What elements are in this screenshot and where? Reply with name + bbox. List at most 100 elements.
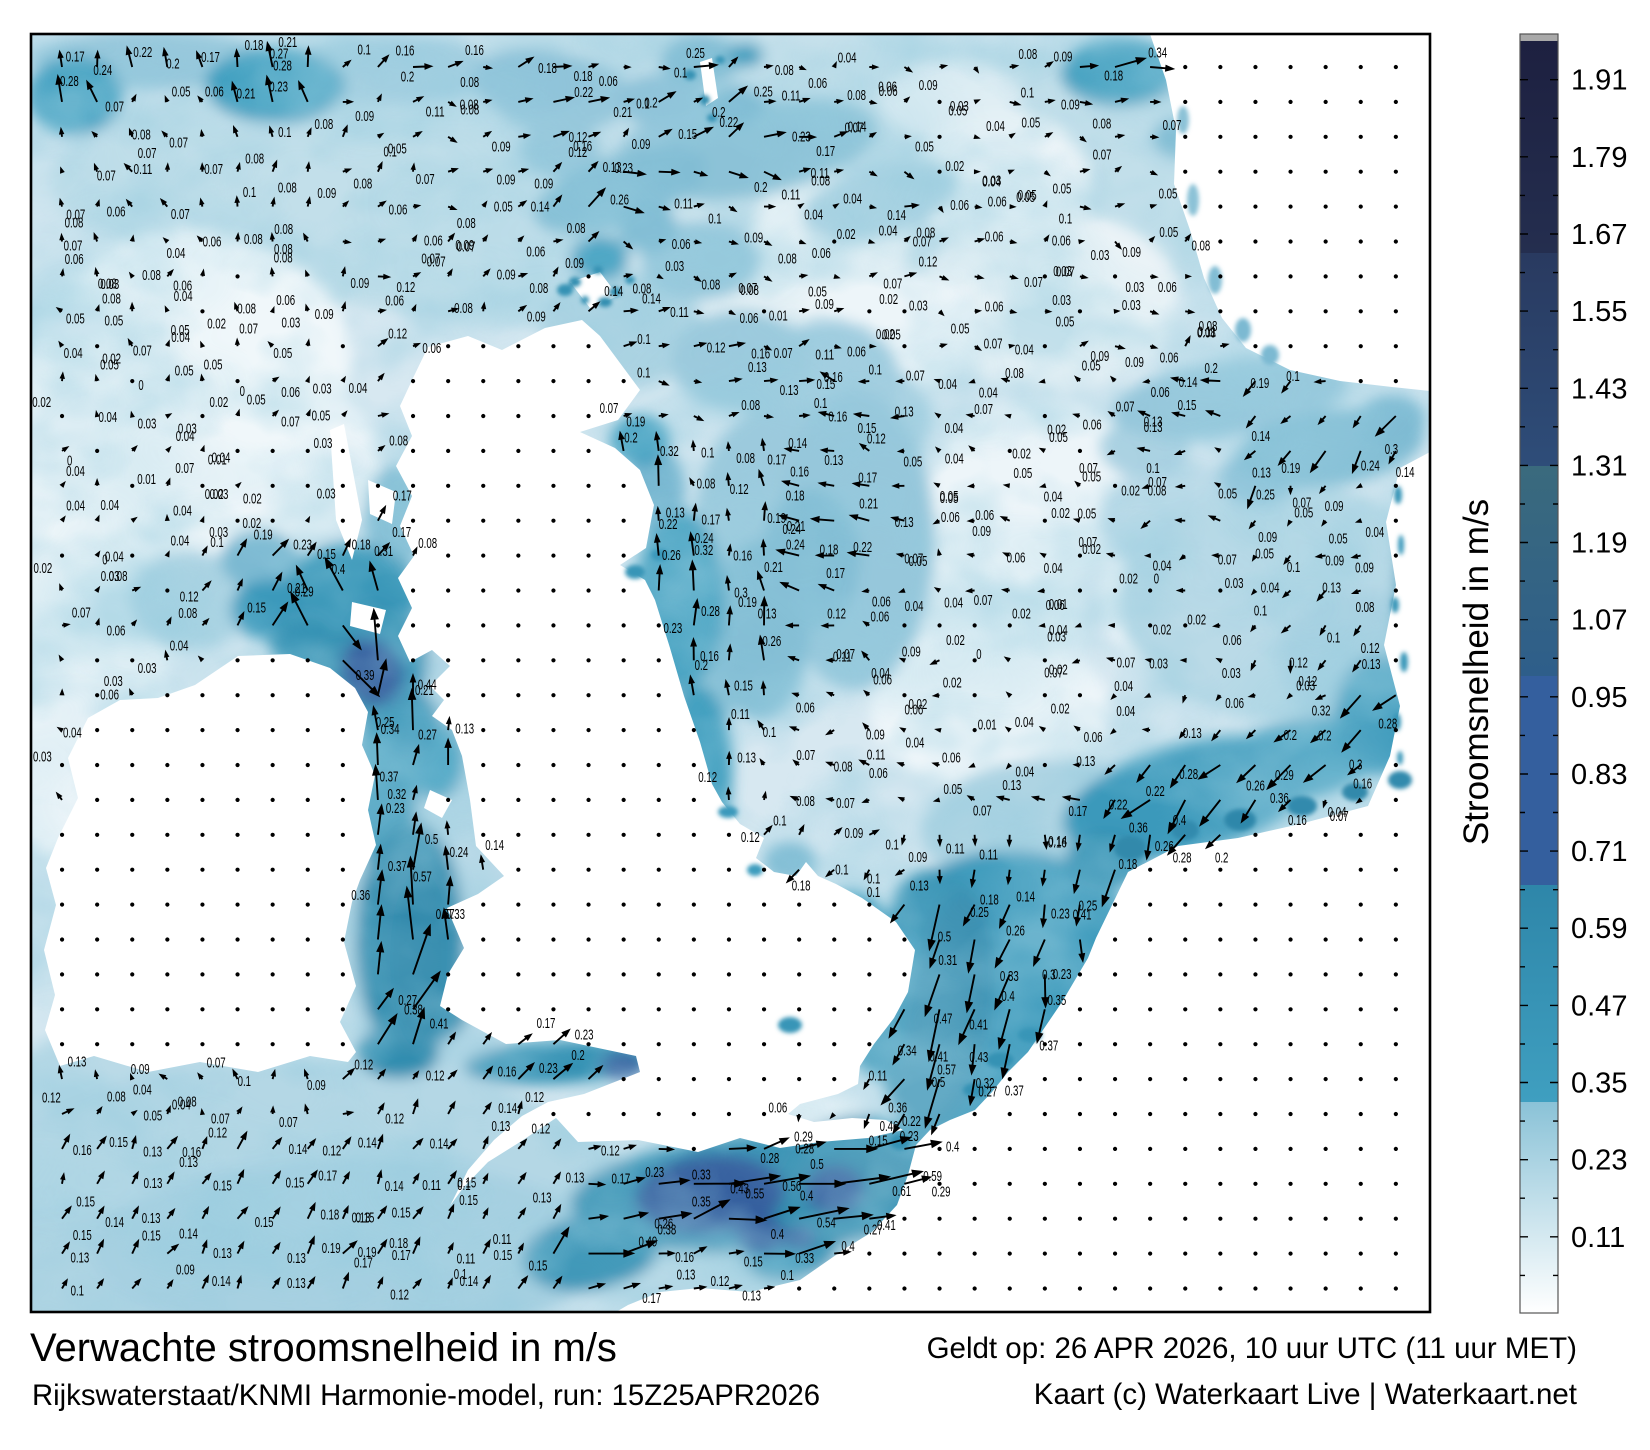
svg-text:0.09: 0.09: [315, 307, 334, 323]
svg-text:0.08: 0.08: [274, 222, 293, 238]
svg-text:0.02: 0.02: [102, 352, 121, 368]
svg-text:1.07: 1.07: [1571, 605, 1627, 637]
svg-text:0.06: 0.06: [871, 609, 890, 625]
svg-text:0.13: 0.13: [895, 405, 914, 421]
svg-text:0.17: 0.17: [392, 525, 411, 541]
svg-text:0.17: 0.17: [826, 566, 845, 582]
svg-text:0.22: 0.22: [1109, 798, 1128, 814]
svg-text:0.1: 0.1: [238, 1074, 251, 1090]
svg-text:0.13: 0.13: [1322, 581, 1341, 597]
svg-text:0.13: 0.13: [748, 360, 767, 376]
svg-text:0.06: 0.06: [281, 385, 300, 401]
svg-text:0.09: 0.09: [176, 1262, 195, 1278]
svg-text:0.3: 0.3: [1349, 758, 1362, 774]
svg-text:0.09: 0.09: [1054, 50, 1073, 66]
svg-text:0.04: 0.04: [871, 666, 890, 682]
svg-text:0.05: 0.05: [940, 489, 959, 505]
svg-text:0.13: 0.13: [758, 606, 777, 622]
svg-text:0.03: 0.03: [101, 569, 120, 585]
svg-text:0.09: 0.09: [534, 177, 553, 193]
svg-text:0.05: 0.05: [944, 782, 963, 798]
svg-text:0.05: 0.05: [904, 454, 923, 470]
svg-text:0.07: 0.07: [1293, 496, 1312, 512]
svg-text:0.08: 0.08: [530, 281, 549, 297]
svg-text:0.08: 0.08: [1192, 239, 1211, 255]
svg-text:0.08: 0.08: [245, 152, 264, 168]
svg-text:0.07: 0.07: [1024, 275, 1043, 291]
svg-text:0.19: 0.19: [767, 511, 786, 527]
svg-text:0.18: 0.18: [980, 892, 999, 908]
svg-text:0.19: 0.19: [358, 1245, 377, 1261]
svg-text:0.07: 0.07: [973, 804, 992, 820]
svg-text:0.03: 0.03: [1047, 629, 1066, 645]
svg-text:0.03: 0.03: [313, 381, 332, 397]
svg-text:0.25: 0.25: [686, 46, 705, 62]
svg-text:0.06: 0.06: [1007, 550, 1026, 566]
svg-text:0.08: 0.08: [460, 98, 479, 114]
svg-text:0.08: 0.08: [315, 117, 334, 133]
svg-text:0.01: 0.01: [1049, 597, 1068, 613]
svg-text:0.08: 0.08: [778, 252, 797, 268]
svg-text:0.03: 0.03: [314, 436, 333, 452]
svg-text:0.1: 0.1: [1254, 603, 1267, 619]
svg-text:0.15: 0.15: [457, 1176, 476, 1192]
svg-text:0.15: 0.15: [1178, 398, 1197, 414]
svg-text:0.14: 0.14: [1016, 889, 1035, 905]
svg-text:0.04: 0.04: [838, 51, 857, 67]
svg-text:0.09: 0.09: [497, 173, 516, 189]
svg-text:0.05: 0.05: [1018, 188, 1037, 204]
svg-text:0.08: 0.08: [796, 794, 815, 810]
svg-text:0.61: 0.61: [892, 1184, 911, 1200]
svg-text:0.05: 0.05: [1218, 487, 1237, 503]
svg-text:0.09: 0.09: [317, 186, 336, 202]
svg-text:0.13: 0.13: [677, 1268, 696, 1284]
svg-text:0.06: 0.06: [1046, 598, 1065, 614]
svg-text:0.28: 0.28: [273, 58, 292, 74]
svg-text:1.79: 1.79: [1571, 142, 1627, 174]
svg-text:Stroomsnelheid in m/s: Stroomsnelheid in m/s: [1457, 499, 1496, 845]
svg-text:0.2: 0.2: [624, 430, 637, 446]
svg-text:0.05: 0.05: [312, 408, 331, 424]
svg-text:0.25: 0.25: [970, 905, 989, 921]
svg-text:0.07: 0.07: [416, 172, 435, 188]
svg-text:0.04: 0.04: [1153, 559, 1172, 575]
svg-text:0.06: 0.06: [205, 85, 224, 101]
svg-text:0.02: 0.02: [243, 492, 262, 508]
svg-text:0.05: 0.05: [100, 358, 119, 374]
svg-text:0.07: 0.07: [97, 168, 116, 184]
svg-text:0.29: 0.29: [295, 585, 314, 601]
svg-text:0.14: 0.14: [788, 436, 807, 452]
svg-text:0.09: 0.09: [355, 109, 374, 125]
svg-text:0.15: 0.15: [392, 1205, 411, 1221]
svg-text:0.11: 0.11: [457, 1252, 476, 1268]
svg-text:0.1: 0.1: [867, 871, 880, 887]
svg-text:0.11: 0.11: [869, 1069, 888, 1085]
svg-text:0.36: 0.36: [1129, 821, 1148, 837]
svg-text:0.07: 0.07: [1330, 809, 1349, 825]
svg-text:0.08: 0.08: [741, 398, 760, 414]
svg-text:0.2: 0.2: [166, 57, 179, 73]
svg-text:0.13: 0.13: [780, 383, 799, 399]
svg-text:0.08: 0.08: [418, 536, 437, 552]
svg-text:0.06: 0.06: [1160, 351, 1179, 367]
svg-text:0.09: 0.09: [497, 267, 516, 283]
svg-text:0.23: 0.23: [293, 538, 312, 554]
svg-text:0: 0: [1154, 572, 1159, 588]
svg-text:0.05: 0.05: [1082, 359, 1101, 375]
svg-text:0.04: 0.04: [945, 451, 964, 467]
svg-text:0.37: 0.37: [1005, 1084, 1024, 1100]
svg-text:0.03: 0.03: [178, 422, 197, 438]
svg-text:0.06: 0.06: [847, 345, 866, 361]
svg-text:0.08: 0.08: [775, 63, 794, 79]
svg-text:0.14: 0.14: [485, 838, 504, 854]
svg-text:0.02: 0.02: [34, 561, 53, 577]
svg-text:0.4: 0.4: [946, 1139, 959, 1155]
svg-text:Verwachte stroomsnelheid in m/: Verwachte stroomsnelheid in m/s: [30, 1326, 617, 1370]
svg-text:0.11: 0.11: [426, 104, 445, 120]
svg-text:0.05: 0.05: [1014, 466, 1033, 482]
svg-text:0.07: 0.07: [175, 461, 194, 477]
svg-text:0.07: 0.07: [66, 207, 85, 223]
svg-text:0.08: 0.08: [811, 173, 830, 189]
svg-text:0.21: 0.21: [787, 519, 806, 535]
svg-text:0.04: 0.04: [1016, 765, 1035, 781]
